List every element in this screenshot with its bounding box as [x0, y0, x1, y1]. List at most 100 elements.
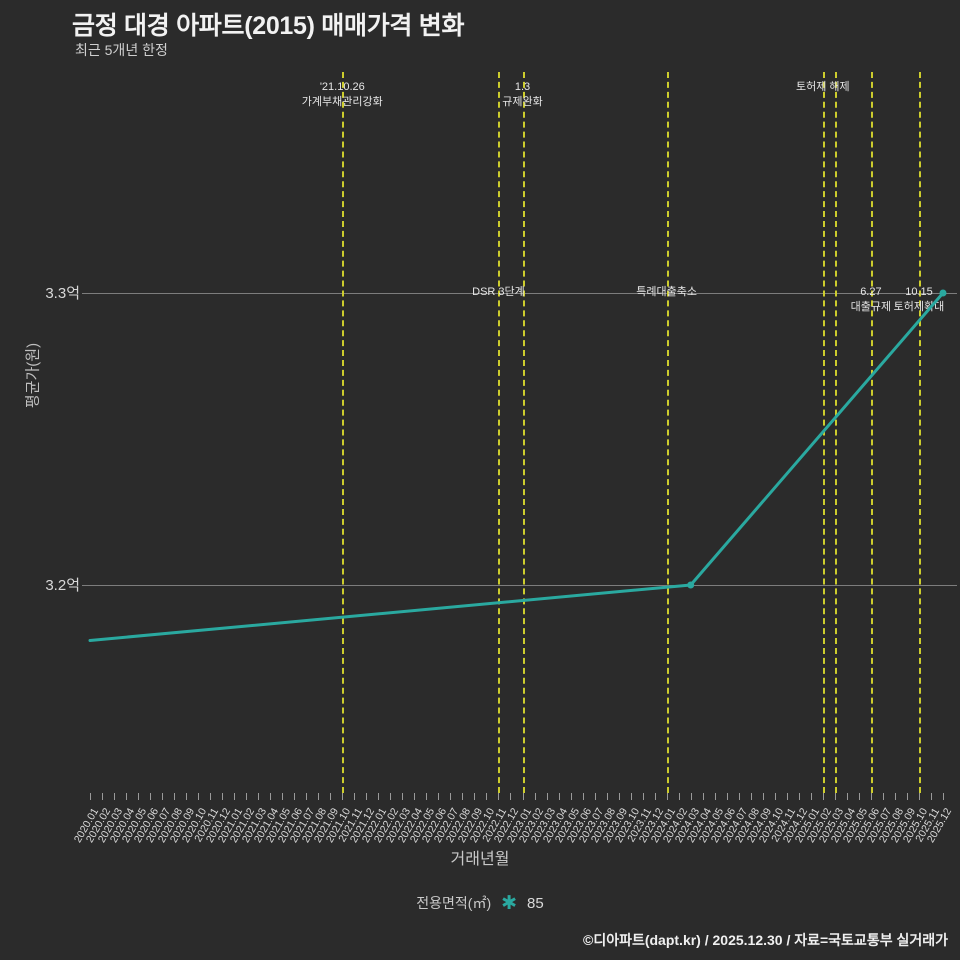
x-axis-tick [798, 793, 800, 800]
x-axis-tick [474, 793, 476, 800]
x-axis-tick [510, 793, 512, 800]
x-axis-tick [342, 793, 344, 800]
data-point[interactable] [687, 581, 695, 589]
x-axis-tick [918, 793, 920, 800]
event-line-event-1 [342, 72, 345, 793]
x-axis-tick [870, 793, 872, 800]
data-point[interactable] [939, 289, 947, 297]
x-axis-tick [222, 793, 224, 800]
x-axis-tick [210, 793, 212, 800]
asterisk-marker-icon: ✱ [501, 893, 518, 914]
x-axis-tick [90, 793, 91, 800]
legend: 전용면적(㎡) ✱ 85 [0, 893, 960, 913]
x-axis-tick [534, 793, 536, 800]
y-axis-tick-label: 3.2억 [45, 577, 80, 594]
event-name: 토허제 해제 [796, 81, 850, 93]
x-axis-tick [354, 793, 356, 800]
x-axis-tick [258, 793, 260, 800]
x-axis-tick [750, 793, 752, 800]
x-axis-tick [642, 793, 644, 800]
x-axis-tick [378, 793, 380, 800]
x-axis-tick [174, 793, 176, 800]
event-date: 6.27 [860, 286, 882, 298]
x-axis-tick [438, 793, 440, 800]
event-label-event-2: DSR 3단계 [408, 285, 588, 300]
x-axis-tick [570, 793, 572, 800]
x-axis-tick [150, 793, 152, 800]
event-date: 10.15 [905, 286, 933, 298]
x-axis-tick [594, 793, 596, 800]
x-axis-tick [366, 793, 368, 800]
event-name: 규제완화 [502, 96, 543, 108]
x-axis-tick [426, 793, 428, 800]
x-axis-tick [126, 793, 128, 800]
x-axis-tick [498, 793, 500, 800]
x-axis-tick [943, 793, 944, 800]
x-axis-tick [270, 793, 272, 800]
x-axis-tick [186, 793, 188, 800]
event-name: 가계부채관리강화 [301, 96, 383, 108]
event-name: 특례대출축소 [636, 286, 698, 298]
x-axis-tick [246, 793, 248, 800]
x-axis-tick [810, 793, 812, 800]
x-axis-tick [414, 793, 416, 800]
x-axis-tick [606, 793, 608, 800]
x-axis-tick [138, 793, 140, 800]
series-line-85 [88, 291, 945, 642]
x-axis-tick [546, 793, 548, 800]
x-axis-tick [762, 793, 764, 800]
x-axis-tick [630, 793, 632, 800]
gridline [82, 293, 957, 294]
x-axis-tick [786, 793, 788, 800]
x-axis-tick [486, 793, 488, 800]
x-axis-tick [858, 793, 860, 800]
x-axis-tick [690, 793, 692, 800]
x-axis-tick [114, 793, 116, 800]
x-axis-tick [582, 793, 584, 800]
x-axis-tick [930, 793, 932, 800]
event-label-event-5: 토허제 해제 [733, 80, 913, 95]
legend-item-85[interactable]: 85 [527, 894, 544, 912]
x-axis-tick [738, 793, 740, 800]
y-axis-tick: 3.2억 [0, 574, 80, 595]
x-axis-tick [282, 793, 284, 800]
x-axis-tick [390, 793, 392, 800]
x-axis-tick [702, 793, 704, 800]
event-date: '21.10.26 [319, 81, 365, 93]
page-subtitle: 최근 5개년 한정 [75, 42, 168, 58]
x-axis-tick [330, 793, 332, 800]
x-axis-tick [654, 793, 656, 800]
x-axis-tick [726, 793, 728, 800]
x-axis-tick [318, 793, 320, 800]
gridline [82, 585, 957, 586]
x-axis-tick [834, 793, 836, 800]
x-axis-tick [558, 793, 560, 800]
event-label-event-3: 1.3 규제완화 [433, 80, 613, 110]
x-axis-tick [462, 793, 464, 800]
x-axis-tick [162, 793, 164, 800]
y-axis-tick-label: 3.3억 [45, 285, 80, 302]
event-label-event-4: 특례대출축소 [577, 285, 757, 300]
legend-title: 전용면적(㎡) [416, 895, 492, 911]
footer-credit: ©디아파트(dapt.kr) / 2025.12.30 / 자료=국토교통부 실… [583, 932, 948, 948]
x-axis-tick [666, 793, 668, 800]
event-label-event-7: 6.27 대출규제 [781, 285, 960, 315]
x-axis-tick [906, 793, 908, 800]
event-line-event-3 [522, 72, 525, 793]
event-name: DSR 3단계 [472, 286, 525, 298]
x-axis-tick [306, 793, 308, 800]
x-axis-tick [402, 793, 404, 800]
x-axis-tick [102, 793, 103, 800]
event-name: 대출규제 [850, 301, 892, 313]
event-line-event-8 [918, 72, 921, 793]
x-axis-title: 거래년월 [450, 851, 510, 868]
x-axis-tick [714, 793, 716, 800]
x-axis-tick [822, 793, 824, 800]
x-axis-tick [774, 793, 776, 800]
event-label-event-1: '21.10.26 가계부채관리강화 [252, 80, 432, 110]
x-axis-tick [846, 793, 848, 800]
event-date: 1.3 [514, 81, 531, 93]
x-axis-tick [522, 793, 524, 800]
